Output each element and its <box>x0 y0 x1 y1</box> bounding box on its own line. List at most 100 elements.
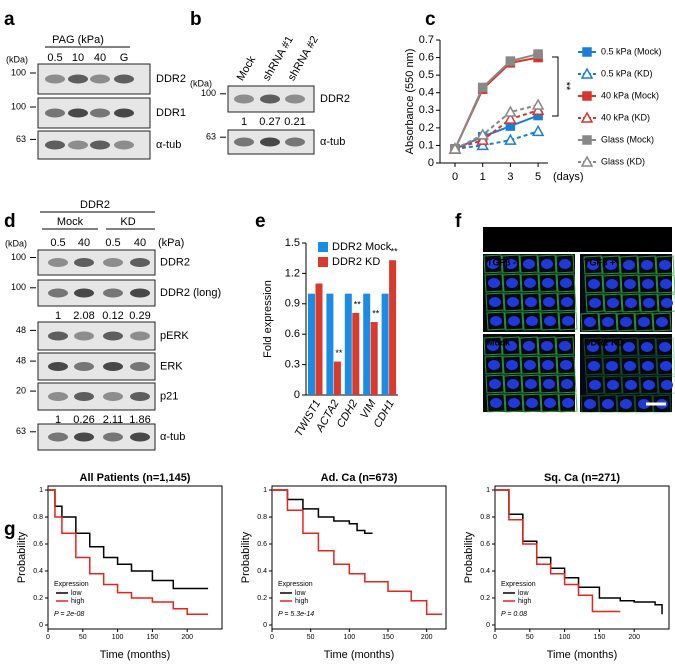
y-tick-label: 0.8 <box>33 514 43 521</box>
nucleus <box>508 398 520 408</box>
quantification: 1 <box>241 116 247 128</box>
lane-label: 0.5 <box>47 52 62 64</box>
nucleus <box>606 361 618 371</box>
y-tick-label: 0.7 <box>419 34 434 46</box>
legend-label: high <box>71 598 84 605</box>
nucleus <box>560 278 572 288</box>
legend-label: DDR2 KD <box>332 256 380 268</box>
cell-edge <box>538 273 558 293</box>
nucleus <box>490 316 502 326</box>
band <box>74 432 94 442</box>
cell-edge <box>657 375 675 395</box>
bar <box>389 260 397 395</box>
nucleus <box>602 399 614 409</box>
cell-edge <box>540 311 560 331</box>
annotation: P = 0.08 <box>501 611 527 618</box>
cell-edge <box>504 311 524 331</box>
point <box>533 49 543 59</box>
y-tick-label: 0.3 <box>285 359 300 371</box>
cell-edge <box>621 293 641 313</box>
cell-edge <box>580 394 600 414</box>
y-tick-label: 0.6 <box>419 51 434 63</box>
band <box>130 432 150 442</box>
y-tick-label: 0.8 <box>257 514 267 521</box>
kda-label: (kDa) <box>190 78 212 88</box>
y-tick-label: 0.6 <box>480 541 490 548</box>
y-tick-label: 0.3 <box>419 104 434 116</box>
nucleus <box>525 297 537 307</box>
band <box>114 74 134 84</box>
nucleus <box>660 361 672 371</box>
point <box>580 67 594 79</box>
group-label: Mock <box>57 216 84 228</box>
panel-letter: f <box>455 211 462 232</box>
cell-edge <box>504 393 524 413</box>
legend-label: 0.5 kPa (Mock) <box>601 46 662 56</box>
nucleus <box>584 399 596 409</box>
kda-label: (kDa) <box>6 54 28 64</box>
band <box>74 331 94 341</box>
annotation: ** <box>560 82 572 91</box>
band <box>48 432 68 442</box>
nucleus <box>659 260 671 270</box>
y-tick-label: 0.4 <box>480 568 490 575</box>
legend-swatch <box>318 242 328 252</box>
band <box>130 258 150 267</box>
legend-title: Expression <box>54 581 89 588</box>
nucleus <box>588 361 600 371</box>
plot-frame <box>494 485 670 630</box>
cell-edge <box>555 336 575 356</box>
bar <box>315 283 323 395</box>
bar <box>381 293 389 395</box>
cell-edge <box>584 274 604 294</box>
size-marker: 63 <box>206 132 216 142</box>
band <box>114 140 134 150</box>
x-axis-label: (days) <box>553 171 584 183</box>
quantification: 2.08 <box>73 310 94 322</box>
survival-curve <box>48 489 209 590</box>
series-line <box>454 109 539 150</box>
nucleus <box>561 379 573 389</box>
cell-edge <box>557 374 577 394</box>
legend-label: low <box>71 590 82 597</box>
cell-edge <box>558 311 578 331</box>
x-tick-label: 1 <box>480 171 486 183</box>
nucleus <box>561 297 573 307</box>
point <box>504 133 517 145</box>
nucleus <box>606 279 618 289</box>
nucleus <box>562 398 574 408</box>
nucleus <box>659 342 671 352</box>
legend-label: Glass (Mock) <box>601 134 654 144</box>
plot-frame <box>47 485 223 630</box>
cell-edge <box>501 336 521 356</box>
nucleus <box>507 297 519 307</box>
cell-edge <box>503 374 523 394</box>
nucleus <box>544 398 556 408</box>
nucleus <box>607 298 619 308</box>
cell-edge <box>486 311 506 331</box>
micrograph-label: Mock <box>487 337 511 347</box>
cell-edge <box>638 274 658 294</box>
nucleus <box>559 341 571 351</box>
nucleus <box>624 279 636 289</box>
legend-label: Glass (KD) <box>601 156 645 166</box>
nucleus <box>541 259 553 269</box>
x-tick-label: 50 <box>526 634 534 641</box>
legend-title: Expression <box>501 581 536 588</box>
band <box>48 392 68 401</box>
legend-title: Expression <box>278 581 313 588</box>
size-marker: 48 <box>16 325 26 335</box>
nucleus <box>525 379 537 389</box>
nucleus <box>507 379 519 389</box>
cell-edge <box>652 394 672 414</box>
x-tick-label: 100 <box>559 634 571 641</box>
blot-label: α-tub <box>160 431 185 443</box>
blot-label: α-tub <box>156 139 181 151</box>
y-axis-label: Fold expression <box>262 280 274 358</box>
nucleus <box>605 260 617 270</box>
cell-edge <box>639 375 659 395</box>
cell-edge <box>483 336 503 356</box>
quantification: 0.26 <box>73 414 94 426</box>
cell-edge <box>539 292 559 312</box>
